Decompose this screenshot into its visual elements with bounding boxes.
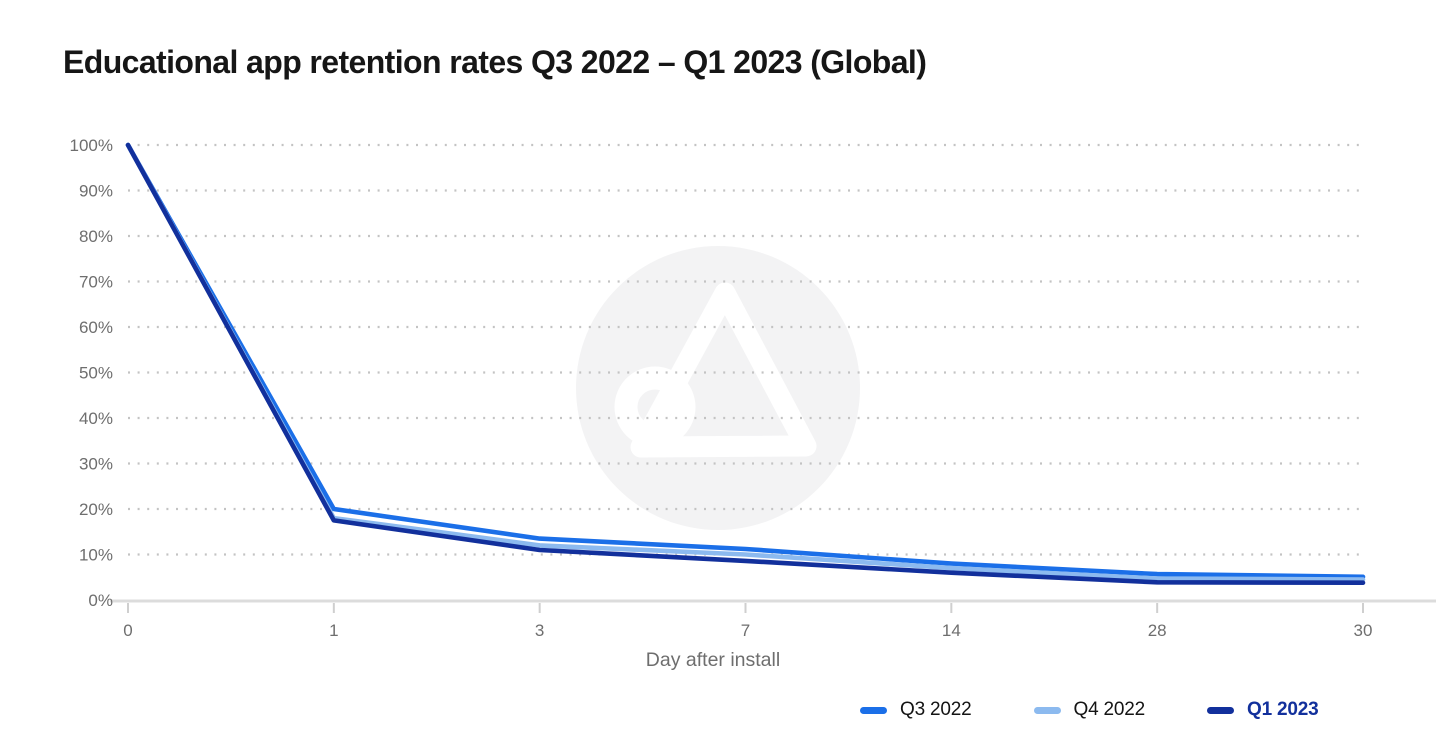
x-tick-label-7: 7 [741, 621, 750, 640]
legend-label-q3-2022: Q3 2022 [900, 699, 972, 720]
x-tick-label-0: 0 [123, 621, 132, 640]
legend-item-q1-2023: Q1 2023 [1207, 699, 1319, 721]
chart-title: Educational app retention rates Q3 2022 … [63, 44, 927, 80]
legend-label-q4-2022: Q4 2022 [1073, 699, 1146, 720]
legend-label-q1-2023: Q1 2023 [1247, 699, 1319, 720]
x-axis-title: Day after install [646, 649, 780, 671]
legend-item-q3-2022: Q3 2022 [860, 699, 972, 721]
series-line-q3-2022 [125, 142, 1366, 580]
y-tick-label-30%: 30% [79, 455, 113, 474]
y-tick-label-10%: 10% [79, 546, 113, 565]
a-logo-watermark-icon [576, 246, 860, 530]
x-tick-label-3: 3 [535, 621, 544, 640]
x-tick-label-1: 1 [329, 621, 338, 640]
y-tick-label-60%: 60% [79, 318, 113, 337]
legend-swatch-q4-2022-icon [1033, 706, 1061, 714]
series-line-q1-2023 [125, 142, 1366, 586]
x-tick-label-28: 28 [1148, 621, 1167, 640]
y-tick-label-70%: 70% [79, 273, 113, 292]
y-tick-label-50%: 50% [79, 364, 113, 383]
y-tick-label-80%: 80% [79, 227, 113, 246]
x-tick-label-30: 30 [1354, 621, 1373, 640]
legend-item-q4-2022: Q4 2022 [1033, 699, 1146, 721]
y-tick-label-40%: 40% [79, 409, 113, 428]
y-tick-label-100%: 100% [70, 136, 113, 155]
chart-legend: Q3 2022 Q4 2022 Q1 2023 [860, 699, 1319, 721]
y-tick-label-90%: 90% [79, 182, 113, 201]
x-tick-label-14: 14 [942, 621, 961, 640]
legend-swatch-q3-2022-icon [860, 706, 887, 714]
y-tick-label-0%: 0% [88, 591, 113, 610]
y-tick-label-20%: 20% [79, 500, 113, 519]
legend-swatch-q1-2023-icon [1207, 706, 1234, 714]
